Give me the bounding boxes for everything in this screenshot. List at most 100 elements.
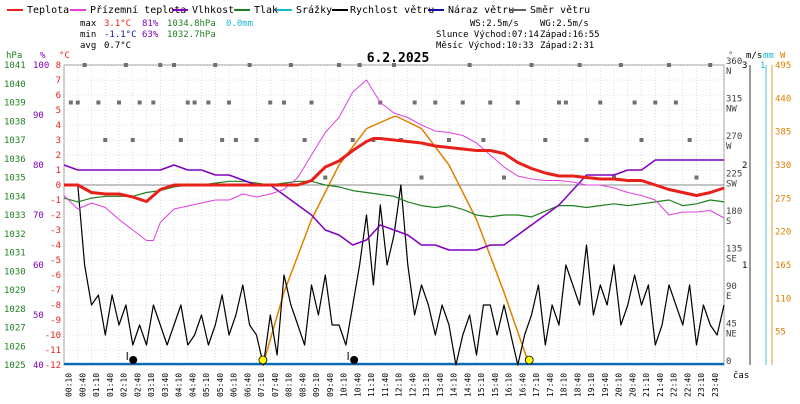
tick-temp: -7 xyxy=(50,286,61,296)
wind-dir-point xyxy=(247,63,252,67)
wind-dir-point xyxy=(254,138,259,142)
tick-time: 16:10 xyxy=(505,373,514,397)
axis-unit-pct: % xyxy=(40,51,46,61)
wind-dir-point xyxy=(639,138,644,142)
tick-hpa: 1041 xyxy=(4,61,26,71)
sun-marker xyxy=(524,355,534,365)
wind-dir-point xyxy=(598,100,603,105)
tick-time: 21:40 xyxy=(656,373,665,397)
stats-min-temp: -1.1°C xyxy=(104,30,137,40)
wind-dir-point xyxy=(529,63,534,67)
tick-time: 08:10 xyxy=(285,373,294,397)
tick-dir-name: E xyxy=(726,292,731,302)
tick-pct: 90 xyxy=(33,111,44,121)
legend-label-temp: Teplota xyxy=(27,5,69,16)
wind-dir-point xyxy=(75,100,80,105)
tick-pct: 100 xyxy=(33,61,49,71)
tick-time: 23:10 xyxy=(697,373,706,397)
moon-marker xyxy=(129,356,138,364)
wind-dir-point xyxy=(481,138,486,142)
tick-time: 17:10 xyxy=(532,373,541,397)
tick-temp: 2 xyxy=(56,151,61,161)
legend-label-wind-speed: Rychlost větru xyxy=(350,4,434,16)
tick-pct: 60 xyxy=(33,261,44,271)
wind-dir-point xyxy=(632,100,637,105)
tick-time: 23:40 xyxy=(711,373,720,397)
tick-time: 20:10 xyxy=(615,373,624,397)
wind-dir-point xyxy=(178,138,183,142)
wind-dir-point xyxy=(467,63,472,67)
tick-ms: 2 xyxy=(742,161,747,171)
tick-time: 01:10 xyxy=(92,373,101,397)
tick-time: 09:40 xyxy=(326,373,335,397)
wind-dir-point xyxy=(268,100,273,105)
tick-time: 08:40 xyxy=(298,373,307,397)
tick-dir-deg: 0 xyxy=(726,357,731,367)
wind-dir-point xyxy=(227,100,231,105)
wind-dir-point xyxy=(158,63,163,67)
legend-label-ground-temp: Přízemní teplota xyxy=(90,4,186,16)
tick-time: 19:40 xyxy=(601,373,610,397)
wind-dir-point xyxy=(543,138,548,142)
tick-time: 06:10 xyxy=(230,373,239,397)
tick-w: 220 xyxy=(775,228,791,238)
wind-dir-point xyxy=(460,100,465,105)
wind-dir-point xyxy=(172,63,176,67)
tick-dir-name: N xyxy=(726,67,731,77)
tick-dir-deg: 45 xyxy=(726,320,737,330)
tick-hpa: 1035 xyxy=(4,174,26,184)
stats-block: max 3.1°C 81% 1034.8hPa 0.0mm min -1.1°C… xyxy=(80,19,600,51)
tick-temp: -8 xyxy=(50,301,61,311)
tick-w: 495 xyxy=(775,61,791,71)
tick-temp: -12 xyxy=(45,361,61,371)
tick-time: 11:10 xyxy=(367,373,376,397)
wind-dir-point xyxy=(233,138,238,142)
wind-dir-point xyxy=(117,100,121,105)
wind-dir-point xyxy=(130,138,135,142)
tick-time: 18:10 xyxy=(560,373,569,397)
axis-unit-mm: mm xyxy=(763,51,774,61)
wind-dir-point xyxy=(96,100,101,105)
tick-dir-name: NW xyxy=(726,105,737,115)
wind-dir-point xyxy=(708,63,713,67)
wind-dir-point xyxy=(213,63,218,67)
tick-temp: -3 xyxy=(50,226,61,236)
tick-hpa: 1026 xyxy=(4,342,26,352)
axis-unit-hpa: hPa xyxy=(6,51,22,61)
wind-dir-point xyxy=(433,100,438,105)
tick-dir-deg: 225 xyxy=(726,170,742,180)
wind-dir-point xyxy=(618,63,623,67)
tick-temp: -9 xyxy=(50,316,61,326)
tick-temp: 5 xyxy=(56,106,61,116)
tick-pct: 70 xyxy=(33,211,44,221)
stats-max-temp: 3.1°C xyxy=(104,19,131,29)
tick-time: 20:40 xyxy=(628,373,637,397)
tick-hpa: 1031 xyxy=(4,249,26,259)
chart-title: 6.2.2025 xyxy=(367,51,430,66)
wind-dir-point xyxy=(302,138,307,142)
tick-time: 05:40 xyxy=(216,373,225,397)
tick-temp: 6 xyxy=(56,91,61,101)
stats-min-hum: 63% xyxy=(142,30,159,40)
stats-min-label: min xyxy=(80,30,96,40)
tick-dir-deg: 270 xyxy=(726,132,742,142)
tick-dir-deg: 360 xyxy=(726,57,742,67)
series-layer xyxy=(63,63,725,366)
tick-hpa: 1036 xyxy=(4,155,26,165)
tick-w: 330 xyxy=(775,161,791,171)
wind-dir-point xyxy=(557,100,561,105)
stats-sunrise: Slunce Východ:07:14 xyxy=(436,30,539,40)
tick-time: 22:40 xyxy=(683,373,692,397)
tick-time: 09:10 xyxy=(312,373,321,397)
tick-temp: 1 xyxy=(56,166,61,176)
tick-time: 06:40 xyxy=(243,373,252,397)
tick-temp: -11 xyxy=(45,346,61,356)
wind-dir-point xyxy=(412,100,417,105)
tick-time: 10:10 xyxy=(340,373,349,397)
wind-dir-point xyxy=(337,63,341,67)
wind-dir-point xyxy=(694,175,699,180)
tick-time: 00:40 xyxy=(78,373,87,397)
wind-dir-point xyxy=(323,175,328,180)
tick-pct: 40 xyxy=(33,361,44,371)
